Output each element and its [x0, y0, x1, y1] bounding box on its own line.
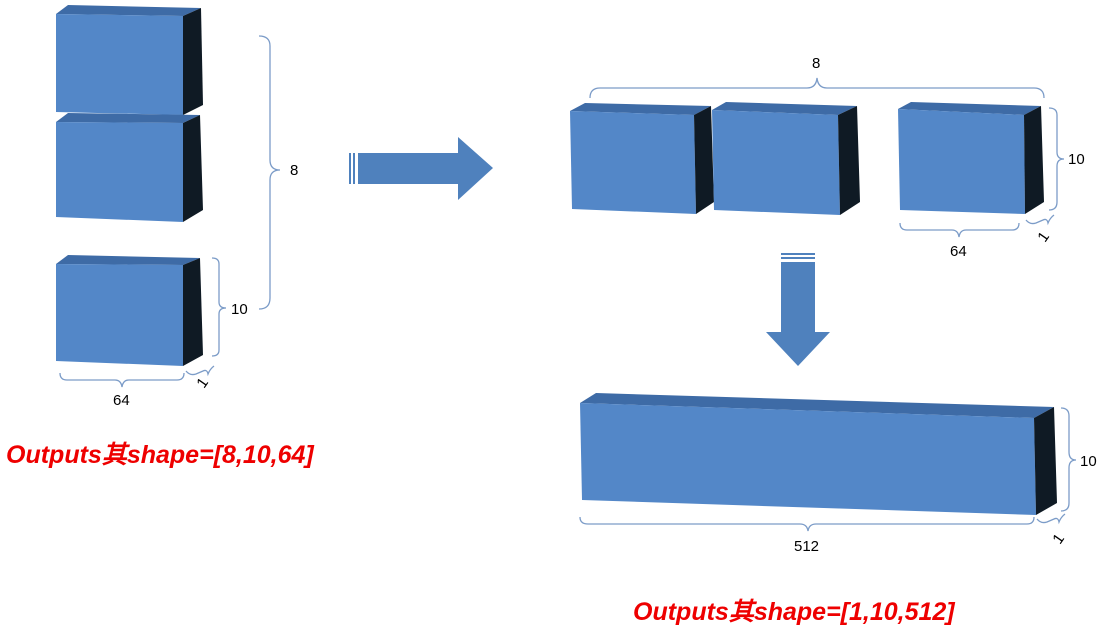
right-bottom-height-label: 10 — [1080, 453, 1097, 470]
right-bottom-depth-bracket — [1036, 513, 1066, 525]
left-stack-bracket — [258, 35, 281, 310]
right-count-bracket — [589, 77, 1045, 99]
arrow-stripe — [781, 253, 815, 255]
right-block-3 — [898, 102, 1044, 214]
block-top-face — [56, 5, 201, 16]
right-arrow-icon — [349, 137, 493, 200]
right-bottom-depth-label: 1 — [1049, 531, 1068, 548]
right-bottom-height-bracket — [1060, 407, 1077, 512]
left-shape-caption: Outputs其shape=[8,10,64] — [6, 441, 314, 469]
block-top-face — [712, 102, 857, 115]
block-top-face — [898, 102, 1041, 115]
right-top-width-label: 64 — [950, 243, 967, 260]
block-front-face — [56, 122, 183, 222]
block-side-face — [838, 106, 860, 215]
left-height-label: 10 — [231, 301, 248, 318]
left-block-2 — [56, 113, 203, 222]
arrow-stripe — [781, 257, 815, 259]
down-arrow-icon — [766, 253, 830, 366]
arrow-stripe — [353, 153, 355, 184]
left-block-1 — [56, 5, 203, 115]
right-top-width-bracket — [899, 222, 1020, 238]
block-side-face — [1024, 106, 1044, 214]
block-front-face — [570, 111, 696, 214]
block-side-face — [183, 8, 203, 115]
right-wide-block — [580, 393, 1057, 515]
block-side-face — [183, 258, 203, 366]
right-top-depth-bracket — [1025, 214, 1055, 226]
block-side-face — [694, 106, 714, 214]
block-front-face — [580, 403, 1036, 515]
left-block-3 — [56, 255, 203, 366]
left-stack-count-label: 8 — [290, 162, 298, 179]
right-count-label: 8 — [812, 55, 820, 72]
block-front-face — [56, 264, 183, 366]
right-top-depth-label: 1 — [1034, 229, 1053, 246]
block-top-face — [56, 255, 200, 265]
right-top-height-label: 10 — [1068, 151, 1085, 168]
right-block-2 — [712, 102, 860, 215]
right-block-1 — [570, 103, 714, 214]
block-top-face — [580, 393, 1054, 418]
block-front-face — [712, 110, 840, 215]
left-depth-bracket — [185, 365, 215, 377]
right-shape-caption: Outputs其shape=[1,10,512] — [633, 598, 955, 626]
arrow-body — [358, 137, 493, 200]
left-width-bracket — [59, 372, 185, 388]
block-side-face — [183, 115, 203, 222]
right-bottom-width-label: 512 — [794, 538, 819, 555]
left-depth-label: 1 — [193, 375, 212, 392]
block-side-face — [1034, 407, 1057, 515]
arrow-body — [766, 262, 830, 366]
block-front-face — [898, 109, 1025, 214]
block-front-face — [56, 14, 183, 115]
right-top-height-bracket — [1048, 107, 1065, 211]
left-height-bracket — [211, 257, 227, 357]
left-width-label: 64 — [113, 392, 130, 409]
block-top-face — [570, 103, 711, 115]
block-top-face — [56, 113, 200, 123]
right-bottom-width-bracket — [579, 516, 1035, 532]
arrow-stripe — [349, 153, 351, 184]
